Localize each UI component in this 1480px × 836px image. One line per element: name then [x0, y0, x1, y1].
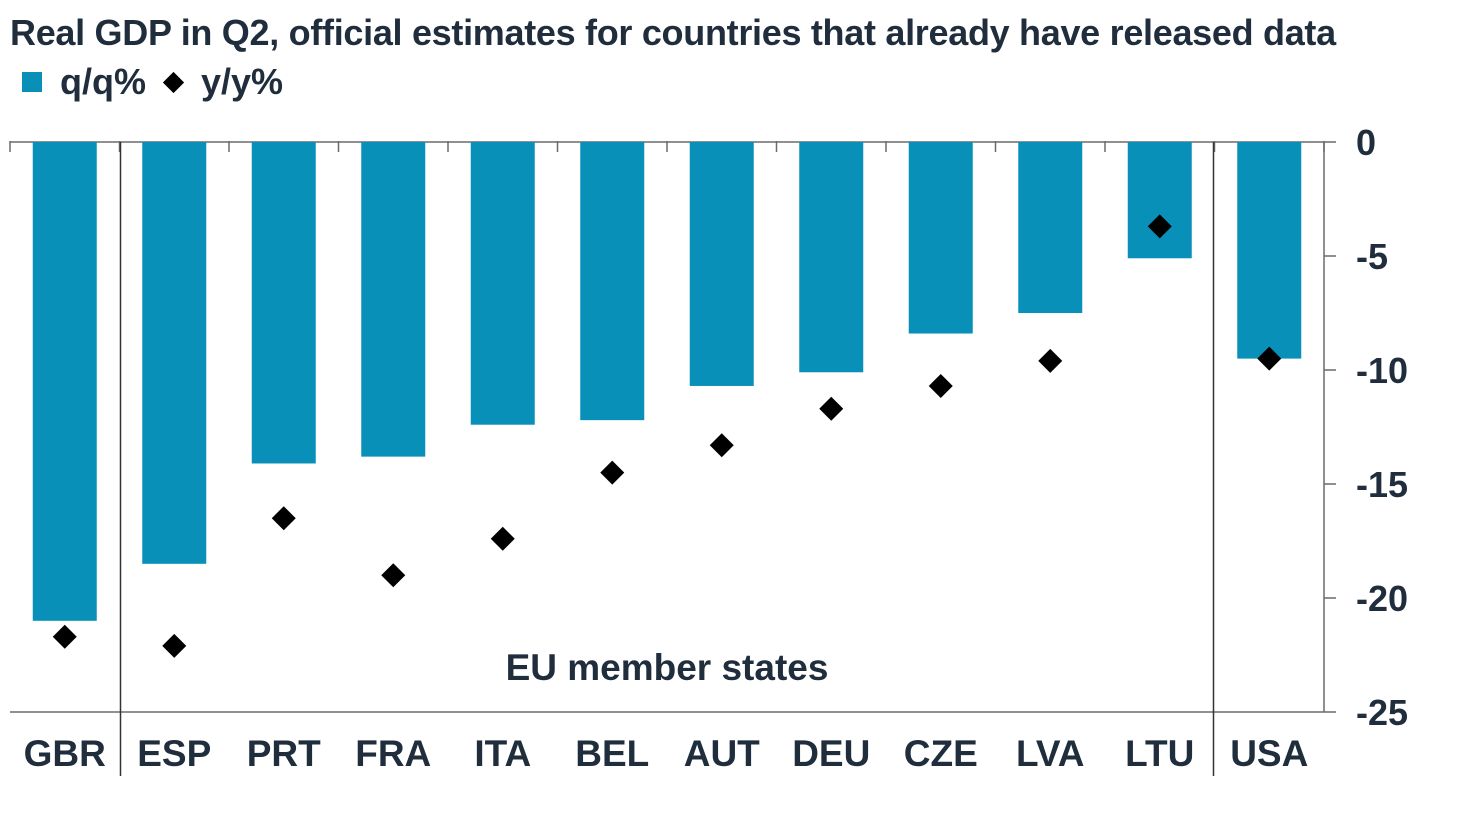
- bar-qq-aut: [689, 142, 754, 386]
- x-tick-label: LTU: [1125, 733, 1194, 774]
- bar-qq-esp: [142, 142, 207, 564]
- marker-yy-ita: [490, 526, 515, 551]
- chart-title: Real GDP in Q2, official estimates for c…: [10, 12, 1336, 53]
- x-tick-label: ESP: [137, 733, 211, 774]
- x-tick-label: PRT: [247, 733, 321, 774]
- marker-yy-deu: [819, 396, 844, 421]
- y-tick-label: -10: [1356, 350, 1408, 391]
- bar-qq-deu: [799, 142, 864, 373]
- x-tick-label: BEL: [575, 733, 649, 774]
- x-tick-label: FRA: [355, 733, 431, 774]
- bar-qq-usa: [1237, 142, 1302, 359]
- marker-yy-aut: [709, 433, 734, 458]
- marker-yy-esp: [162, 633, 187, 658]
- x-tick-label: ITA: [474, 733, 531, 774]
- bar-qq-ita: [470, 142, 535, 425]
- bar-qq-lva: [1018, 142, 1083, 313]
- marker-yy-ltu: [1147, 214, 1172, 239]
- bar-qq-cze: [908, 142, 973, 334]
- legend: q/q% y/y%: [22, 61, 297, 103]
- y-tick-label: -5: [1356, 236, 1388, 277]
- legend-item-yy: y/y%: [160, 61, 283, 103]
- bar-qq-ltu: [1127, 142, 1192, 259]
- legend-item-qq: q/q%: [22, 61, 146, 103]
- bar-qq-fra: [361, 142, 426, 457]
- annotation-eu-member-states: EU member states: [506, 647, 829, 688]
- legend-label-qq: q/q%: [60, 61, 146, 102]
- bar-qq-prt: [251, 142, 316, 464]
- marker-yy-fra: [381, 563, 406, 588]
- marker-yy-bel: [600, 460, 625, 485]
- x-tick-label: AUT: [684, 733, 760, 774]
- marker-yy-gbr: [52, 624, 77, 649]
- x-tick-label: LVA: [1016, 733, 1085, 774]
- x-tick-label: DEU: [792, 733, 870, 774]
- marker-yy-usa: [1257, 346, 1282, 371]
- y-tick-label: -20: [1356, 578, 1408, 619]
- legend-label-yy: y/y%: [201, 61, 284, 102]
- bar-qq-gbr: [32, 142, 97, 621]
- x-tick-label: USA: [1230, 733, 1308, 774]
- marker-yy-prt: [271, 506, 296, 531]
- marker-yy-cze: [928, 373, 953, 398]
- x-tick-label: CZE: [904, 733, 978, 774]
- y-tick-label: -15: [1356, 464, 1408, 505]
- legend-square-icon: [22, 72, 42, 92]
- bar-qq-bel: [580, 142, 645, 421]
- y-tick-label: -25: [1356, 692, 1408, 733]
- marker-yy-lva: [1038, 348, 1063, 373]
- x-tick-label: GBR: [24, 733, 106, 774]
- y-tick-label: 0: [1356, 122, 1376, 163]
